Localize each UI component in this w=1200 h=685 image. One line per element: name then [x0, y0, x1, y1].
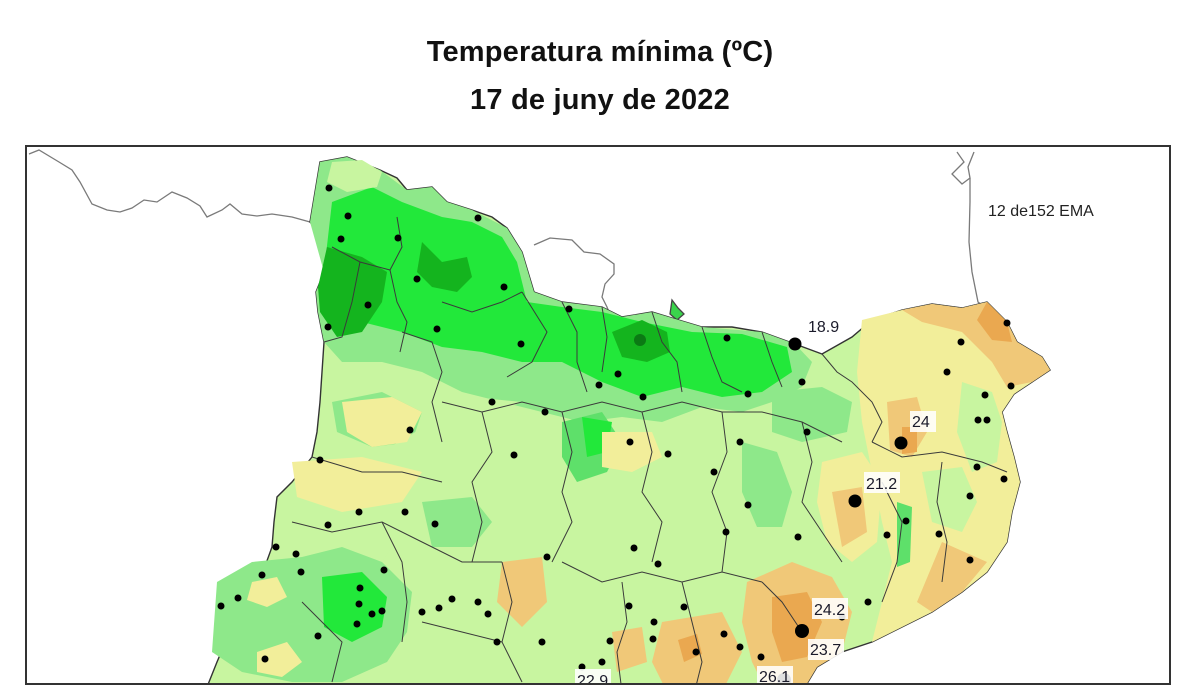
station-24[interactable]: 24 [894, 411, 937, 450]
temperature-surface [207, 156, 1051, 683]
station-26-1[interactable]: 26.1 [757, 666, 793, 685]
svg-text:24: 24 [912, 414, 930, 431]
station-21-2[interactable]: 21.2 [848, 472, 901, 508]
station-22-9[interactable]: 22.9 [575, 669, 611, 685]
svg-text:26.1: 26.1 [759, 669, 790, 685]
map-frame: 18.9 24 21.2 24.2 23.7 [25, 145, 1171, 685]
title-date: 17 de juny de 2022 [470, 84, 730, 116]
svg-text:23.7: 23.7 [810, 642, 841, 659]
station-24-2[interactable]: 24.2 23.7 [795, 598, 848, 660]
temperature-map: 18.9 24 21.2 24.2 23.7 [28, 149, 1051, 685]
station-dots [217, 184, 1015, 671]
station-count-label: 12 de152 EMA [988, 203, 1094, 220]
foreign-borders [28, 149, 1003, 321]
svg-text:24.2: 24.2 [814, 602, 845, 619]
map-title: Temperatura mínima (ºC) 17 de juny de 20… [0, 28, 1200, 124]
station-18-9[interactable]: 18.9 [788, 319, 840, 351]
svg-text:18.9: 18.9 [808, 319, 839, 336]
svg-text:21.2: 21.2 [866, 476, 897, 493]
title-variable: Temperatura mínima (ºC) [426, 36, 774, 68]
